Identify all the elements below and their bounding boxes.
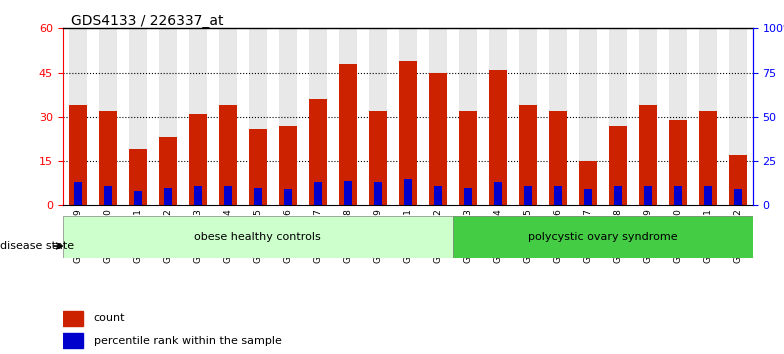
Bar: [129, 149, 147, 205]
Bar: [429, 73, 447, 205]
Bar: [644, 186, 652, 205]
Bar: [314, 182, 321, 205]
Bar: [103, 186, 112, 205]
FancyBboxPatch shape: [63, 216, 452, 258]
Bar: [158, 28, 176, 205]
Bar: [524, 186, 532, 205]
Bar: [494, 182, 502, 205]
Bar: [129, 28, 147, 205]
Bar: [519, 28, 537, 205]
Bar: [374, 182, 382, 205]
Bar: [368, 28, 387, 205]
Bar: [278, 28, 296, 205]
Bar: [579, 28, 597, 205]
Bar: [99, 28, 117, 205]
Bar: [434, 186, 441, 205]
Bar: [368, 111, 387, 205]
Bar: [309, 28, 327, 205]
Bar: [734, 189, 742, 205]
Bar: [63, 311, 83, 326]
Bar: [339, 64, 357, 205]
Bar: [189, 28, 207, 205]
Bar: [673, 186, 682, 205]
Bar: [343, 181, 352, 205]
Bar: [399, 61, 416, 205]
Bar: [459, 111, 477, 205]
Bar: [219, 28, 237, 205]
Bar: [254, 188, 262, 205]
Bar: [608, 28, 626, 205]
FancyBboxPatch shape: [452, 216, 753, 258]
Bar: [669, 28, 687, 205]
Bar: [703, 186, 712, 205]
Bar: [459, 28, 477, 205]
Bar: [429, 28, 447, 205]
Bar: [63, 333, 83, 348]
Text: count: count: [94, 313, 125, 323]
Bar: [69, 105, 87, 205]
Bar: [399, 28, 416, 205]
Bar: [463, 188, 472, 205]
Bar: [579, 161, 597, 205]
Bar: [99, 111, 117, 205]
Bar: [614, 186, 622, 205]
Bar: [639, 105, 657, 205]
Bar: [249, 129, 267, 205]
Bar: [133, 191, 142, 205]
Bar: [728, 155, 746, 205]
Bar: [63, 216, 452, 258]
Bar: [223, 186, 232, 205]
Text: obese healthy controls: obese healthy controls: [194, 232, 321, 242]
Bar: [488, 28, 506, 205]
Bar: [158, 137, 176, 205]
Bar: [309, 99, 327, 205]
Bar: [699, 111, 717, 205]
Bar: [69, 28, 87, 205]
Bar: [583, 189, 592, 205]
Bar: [219, 105, 237, 205]
Bar: [74, 182, 82, 205]
Bar: [164, 188, 172, 205]
Bar: [284, 189, 292, 205]
Bar: [639, 28, 657, 205]
Bar: [339, 28, 357, 205]
Text: GDS4133 / 226337_at: GDS4133 / 226337_at: [71, 14, 223, 28]
Text: polycystic ovary syndrome: polycystic ovary syndrome: [528, 232, 677, 242]
Bar: [404, 179, 412, 205]
Bar: [554, 186, 561, 205]
Bar: [699, 28, 717, 205]
Bar: [549, 111, 567, 205]
Text: percentile rank within the sample: percentile rank within the sample: [94, 336, 281, 346]
Bar: [549, 28, 567, 205]
Text: disease state: disease state: [0, 241, 74, 251]
Bar: [278, 126, 296, 205]
Bar: [189, 114, 207, 205]
Bar: [608, 126, 626, 205]
Bar: [519, 105, 537, 205]
Bar: [488, 70, 506, 205]
Bar: [669, 120, 687, 205]
Bar: [194, 186, 201, 205]
Bar: [728, 28, 746, 205]
Bar: [249, 28, 267, 205]
Bar: [452, 216, 753, 258]
